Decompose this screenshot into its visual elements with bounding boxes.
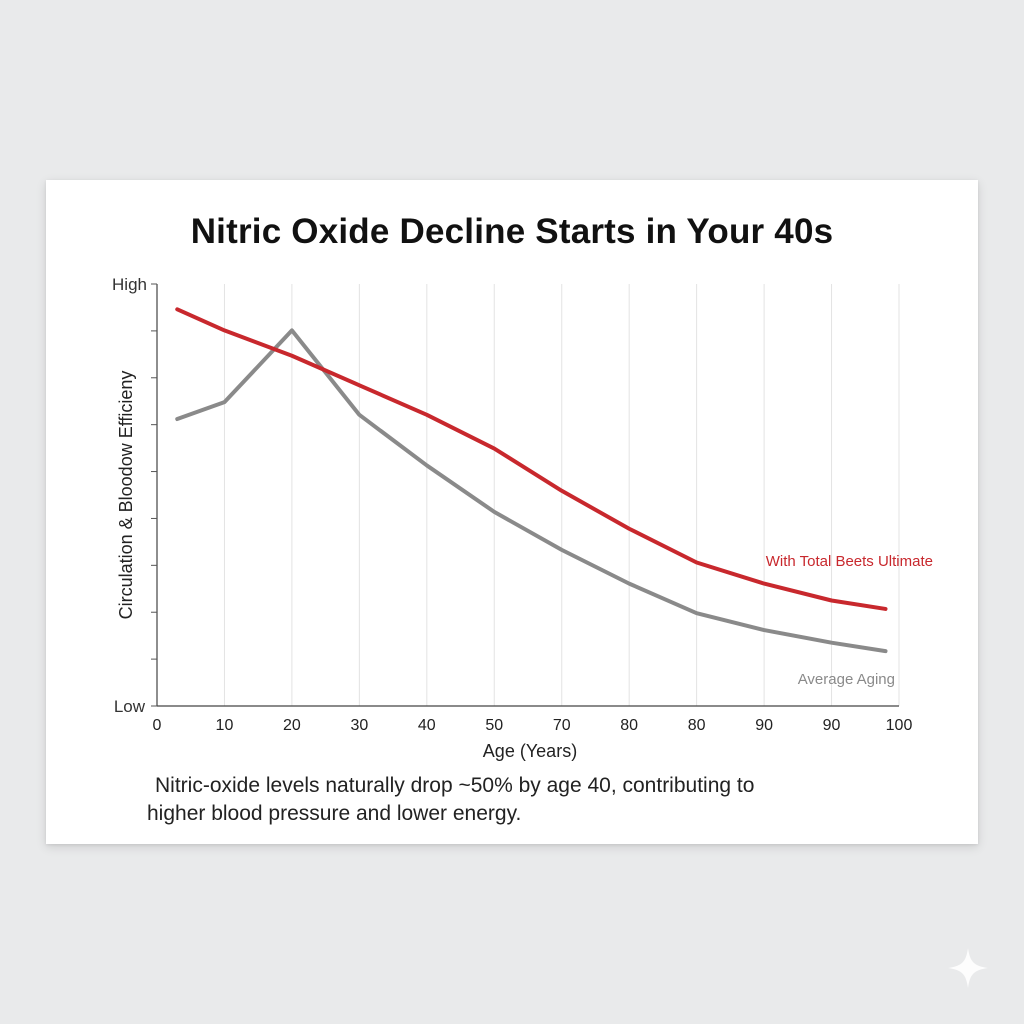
series-line-with-total-beets (175, 307, 888, 611)
x-tick-label: 90 (755, 717, 773, 734)
y-label-low: Low (114, 697, 146, 716)
x-tick-label: 90 (823, 717, 841, 734)
x-tick-label: 40 (418, 717, 436, 734)
chart-title: Nitric Oxide Decline Starts in Your 40s (190, 212, 834, 251)
gridlines (223, 284, 900, 706)
x-tick-label: 100 (886, 717, 913, 734)
x-tick-label: 70 (553, 717, 571, 734)
legend-average-aging: Average Aging (798, 671, 895, 688)
series-lines (175, 307, 888, 654)
x-tick-label: 10 (216, 717, 234, 734)
y-ticks (151, 283, 157, 707)
x-tick-label: 0 (153, 717, 162, 734)
series-line-average-aging (175, 328, 888, 654)
x-tick-label: 20 (283, 717, 301, 734)
axes (156, 284, 899, 707)
y-axis-label: Circulation & Bloodow Efficieny (116, 371, 136, 620)
chart-card (46, 180, 978, 844)
sparkle-icon (948, 948, 988, 988)
caption-line-1: Nitric-oxide levels naturally drop ~50% … (155, 774, 755, 797)
caption-line-2: higher blood pressure and lower energy. (147, 802, 522, 825)
x-tick-label: 80 (620, 717, 638, 734)
legend-with-total-beets: With Total Beets Ultimate (766, 553, 933, 570)
x-tick-label: 80 (688, 717, 706, 734)
x-axis-label: Age (Years) (483, 741, 577, 761)
chart-caption: Nitric-oxide levels naturally drop ~50% … (147, 772, 847, 828)
x-tick-label: 50 (485, 717, 503, 734)
x-tick-labels: 0 10 20 30 40 50 70 80 80 90 90 100 (153, 717, 913, 734)
y-label-high: High (112, 275, 147, 294)
x-tick-label: 30 (350, 717, 368, 734)
